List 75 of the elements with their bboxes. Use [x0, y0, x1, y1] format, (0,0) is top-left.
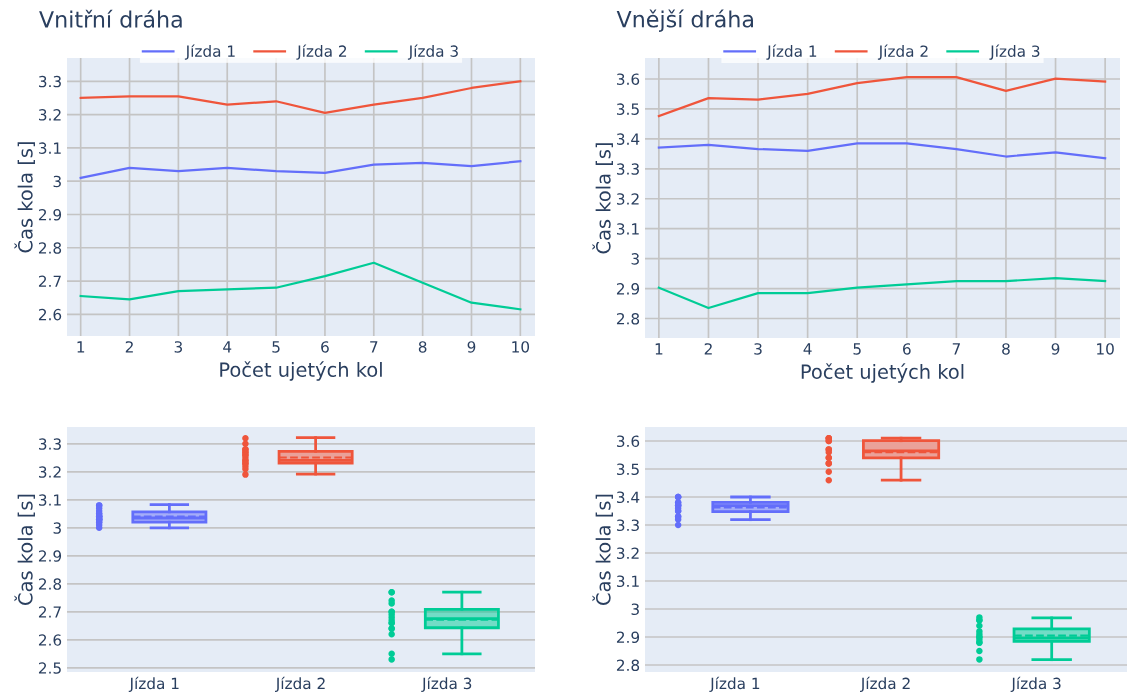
y-tick-label: 3.1: [39, 142, 61, 154]
x-tick-label: 9: [1051, 343, 1060, 355]
y-tick-label: 2.7: [38, 275, 61, 287]
y-tick-label: 3: [53, 175, 61, 188]
y-tick-label: 2.8: [616, 313, 640, 325]
x-tick-label: 10: [1097, 343, 1114, 355]
x-axis-title: Počet ujetých kol: [220, 361, 382, 381]
x-tick-label: Jízda 1: [128, 676, 179, 693]
y-tick-label: 3.1: [617, 223, 639, 235]
y-tick-label: 3.4: [617, 133, 640, 145]
y-tick-label: 3.2: [617, 193, 639, 205]
y-tick-label: 2.8: [616, 659, 640, 672]
x-tick-label: 6: [903, 343, 911, 355]
y-tick-label: 2.8: [38, 578, 62, 590]
y-tick-label: 2.9: [38, 550, 62, 562]
y-tick-label: 3.5: [617, 463, 639, 476]
x-tick-label: 4: [223, 341, 232, 353]
y-tick-label: 2.9: [616, 631, 640, 644]
y-tick-label: 3.6: [617, 73, 640, 85]
x-tick-label: 1: [655, 343, 663, 355]
x-tick-label: 8: [1002, 343, 1010, 355]
x-tick-label: Jízda 3: [421, 676, 472, 693]
y-tick-label: 3.1: [617, 575, 639, 588]
x-tick-label: Jízda 2: [275, 676, 325, 693]
legend-label: Jízda 2: [296, 44, 347, 60]
chart-title: Vnější dráha: [616, 9, 753, 32]
y-tick-label: 2.6: [38, 634, 62, 646]
y-tick-label: 3: [631, 603, 639, 616]
y-tick-label: 3.5: [617, 103, 639, 115]
y-tick-label: 2.7: [38, 606, 61, 618]
y-tick-label: 2.5: [38, 662, 61, 674]
y-tick-label: 3: [53, 522, 61, 534]
legend-label: Jízda 1: [184, 44, 235, 60]
y-tick-label: 3: [631, 253, 639, 265]
y-tick-label: 3.3: [617, 163, 639, 175]
y-tick-label: 2.9: [616, 283, 640, 295]
y-tick-label: 3.1: [39, 494, 61, 506]
x-tick-label: Jízda 2: [860, 676, 910, 693]
y-tick-label: 2.8: [38, 242, 62, 254]
y-tick-label: 3.2: [617, 547, 639, 560]
x-tick-label: 4: [803, 343, 812, 355]
y-tick-label: 3.4: [617, 491, 640, 504]
legend-label: Jízda 3: [407, 44, 458, 60]
y-axis-title: Čas kola [s]: [592, 494, 613, 605]
x-tick-label: 8: [418, 341, 427, 353]
y-tick-label: 3.3: [39, 438, 61, 450]
y-tick-label: 3.3: [617, 519, 639, 532]
y-tick-label: 3.3: [39, 75, 61, 88]
x-tick-label: 10: [512, 341, 530, 353]
y-tick-label: 3.2: [39, 109, 61, 121]
x-tick-label: 2: [704, 343, 712, 355]
x-axis-title: Počet ujetých kol: [801, 363, 964, 383]
x-tick-label: 7: [952, 343, 960, 355]
x-tick-label: 9: [467, 341, 476, 353]
y-tick-label: 2.6: [38, 308, 62, 321]
y-axis-title: Čas kola [s]: [592, 143, 613, 254]
x-tick-label: 3: [754, 343, 762, 355]
x-tick-label: 1: [77, 341, 85, 353]
legend-label: Jízda 1: [766, 44, 817, 60]
x-tick-label: Jízda 3: [1010, 676, 1061, 693]
x-tick-label: 2: [125, 341, 133, 353]
y-tick-label: 2.9: [38, 208, 62, 221]
y-tick-label: 3.2: [39, 466, 61, 478]
x-tick-label: 6: [321, 341, 329, 353]
y-axis-title: Čas kola [s]: [14, 494, 35, 605]
x-tick-label: 7: [370, 341, 378, 353]
legend-label: Jízda 2: [877, 44, 928, 60]
x-tick-label: 5: [853, 343, 861, 355]
x-tick-label: 5: [272, 341, 280, 353]
y-tick-label: 3.6: [617, 435, 640, 448]
legend-label: Jízda 3: [989, 44, 1040, 60]
x-tick-label: Jízda 1: [709, 676, 760, 693]
chart-title: Vnitřní dráha: [39, 9, 182, 28]
x-tick-label: 3: [174, 341, 183, 353]
y-axis-title: Čas kola [s]: [14, 142, 35, 253]
